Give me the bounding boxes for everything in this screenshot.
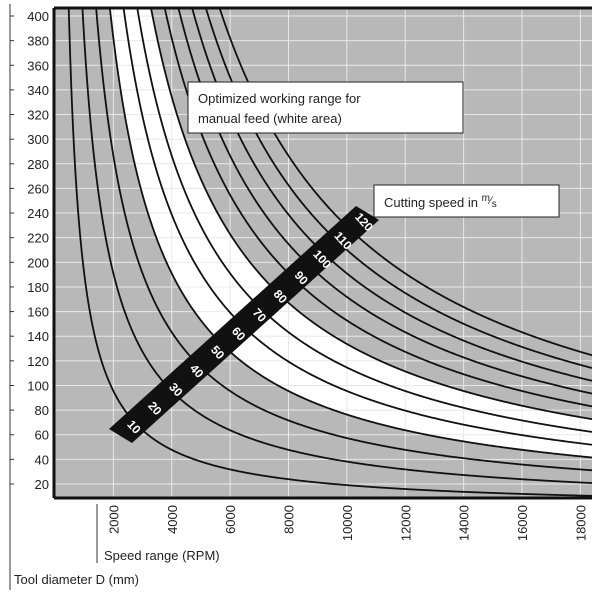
y-tick-label: 360	[27, 58, 49, 73]
y-tick-label: 240	[27, 206, 49, 221]
y-tick-label: 140	[27, 329, 49, 344]
x-tick-label: 8000	[282, 505, 297, 534]
x-tick-label: 2000	[106, 505, 121, 534]
y-tick-label: 80	[35, 403, 49, 418]
working-range-text-line2: manual feed (white area)	[198, 111, 342, 126]
y-tick-label: 180	[27, 280, 49, 295]
x-axis-title: Speed range (RPM)	[104, 548, 220, 563]
y-tick-label: 380	[27, 34, 49, 49]
y-tick-label: 20	[35, 477, 49, 492]
cutting-speed-box	[373, 184, 560, 218]
y-tick-label: 40	[35, 452, 49, 467]
y-tick-label: 320	[27, 108, 49, 123]
x-tick-label: 16000	[515, 505, 530, 541]
y-tick-label: 120	[27, 354, 49, 369]
working-range-text-line1: Optimized working range for	[198, 91, 361, 106]
y-tick-label: 100	[27, 378, 49, 393]
y-tick-label: 200	[27, 255, 49, 270]
working-range-box	[187, 81, 464, 134]
x-tick-label: 6000	[223, 505, 238, 534]
x-tick-label: 4000	[165, 505, 180, 534]
x-tick-label: 10000	[340, 505, 355, 541]
curve-speed-90	[177, 8, 592, 395]
curve-speed-20	[81, 8, 592, 484]
curve-speed-80	[163, 8, 592, 408]
y-tick-label: 60	[35, 428, 49, 443]
label-band-shape	[109, 206, 379, 443]
curve-speed-30	[95, 8, 592, 472]
curve-speed-110	[204, 8, 592, 369]
y-tick-label: 280	[27, 157, 49, 172]
y-axis-title: Tool diameter D (mm)	[14, 572, 139, 587]
x-tick-label: 14000	[457, 505, 472, 541]
curve-speed-70	[150, 8, 592, 421]
curve-speed-10	[67, 8, 592, 497]
y-axis-ticks: 20 40 60 80 100 120 140 160 180 200 220 240 260 280 30…	[10, 9, 49, 492]
curve-speed-40	[108, 8, 592, 459]
y-tick-label: 160	[27, 305, 49, 320]
x-tick-label: 18000	[573, 505, 588, 541]
curve-speed-50	[122, 8, 592, 446]
curve-speed-120	[218, 8, 592, 357]
y-tick-label: 300	[27, 132, 49, 147]
x-tick-label: 12000	[398, 505, 413, 541]
curve-speed-60	[136, 8, 592, 433]
cutting-speed-text: Cutting speed in m⁄s	[384, 193, 497, 210]
y-tick-label: 260	[27, 181, 49, 196]
y-tick-label: 220	[27, 231, 49, 246]
y-tick-label: 340	[27, 83, 49, 98]
y-tick-label: 400	[27, 9, 49, 24]
cutting-speed-curves	[67, 8, 592, 497]
x-axis-ticks: 2000 4000 6000 8000 10000 12000 14000 16000 1800…	[106, 505, 588, 541]
